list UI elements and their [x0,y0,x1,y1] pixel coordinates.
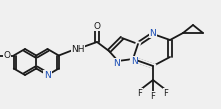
Text: O: O [93,21,101,31]
Text: N: N [150,28,156,37]
Text: F: F [151,91,155,100]
Text: O: O [3,51,10,60]
Text: F: F [137,89,143,97]
Text: NH: NH [71,44,85,54]
Text: N: N [114,59,120,67]
Text: F: F [164,89,168,97]
Text: N: N [44,71,51,79]
Text: N: N [131,56,137,66]
